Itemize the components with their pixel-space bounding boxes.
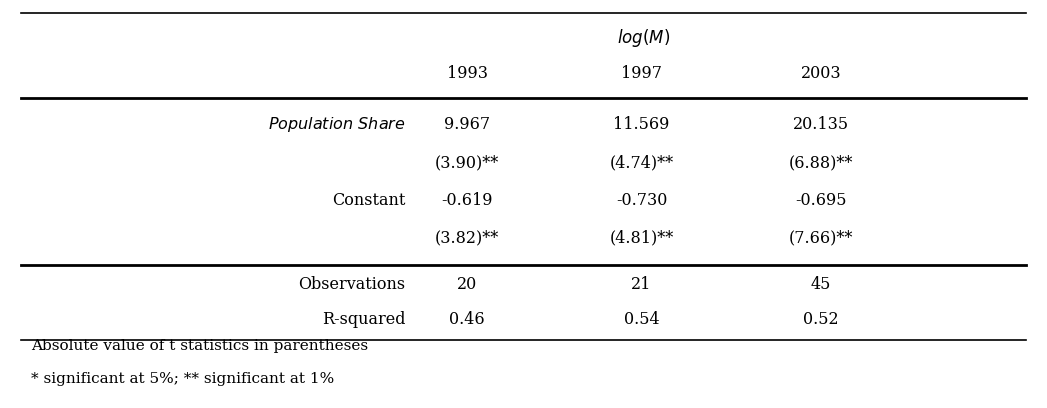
Text: (7.66)**: (7.66)** bbox=[788, 230, 853, 247]
Text: (4.81)**: (4.81)** bbox=[609, 230, 673, 247]
Text: (4.74)**: (4.74)** bbox=[609, 154, 673, 171]
Text: Constant: Constant bbox=[332, 192, 405, 209]
Text: -0.730: -0.730 bbox=[616, 192, 667, 209]
Text: -0.695: -0.695 bbox=[796, 192, 847, 209]
Text: (3.90)**: (3.90)** bbox=[435, 154, 499, 171]
Text: 20: 20 bbox=[456, 276, 477, 293]
Text: * significant at 5%; ** significant at 1%: * significant at 5%; ** significant at 1… bbox=[31, 372, 334, 386]
Text: R-squared: R-squared bbox=[322, 311, 405, 328]
Text: 45: 45 bbox=[810, 276, 831, 293]
Text: 1993: 1993 bbox=[447, 65, 488, 82]
Text: 1997: 1997 bbox=[621, 65, 662, 82]
Text: (6.88)**: (6.88)** bbox=[788, 154, 853, 171]
Text: 0.46: 0.46 bbox=[449, 311, 485, 328]
Text: Absolute value of t statistics in parentheses: Absolute value of t statistics in parent… bbox=[31, 339, 369, 353]
Text: 0.52: 0.52 bbox=[803, 311, 839, 328]
Text: Observations: Observations bbox=[298, 276, 405, 293]
Text: 2003: 2003 bbox=[801, 65, 842, 82]
Text: $\mathit{log(M)}$: $\mathit{log(M)}$ bbox=[618, 27, 671, 49]
Text: 11.569: 11.569 bbox=[614, 116, 670, 133]
Text: (3.82)**: (3.82)** bbox=[435, 230, 499, 247]
Text: $\mathit{Population\ Share}$: $\mathit{Population\ Share}$ bbox=[268, 115, 405, 134]
Text: 0.54: 0.54 bbox=[624, 311, 660, 328]
Text: -0.619: -0.619 bbox=[442, 192, 493, 209]
Text: 9.967: 9.967 bbox=[444, 116, 490, 133]
Text: 20.135: 20.135 bbox=[793, 116, 849, 133]
Text: 21: 21 bbox=[631, 276, 651, 293]
